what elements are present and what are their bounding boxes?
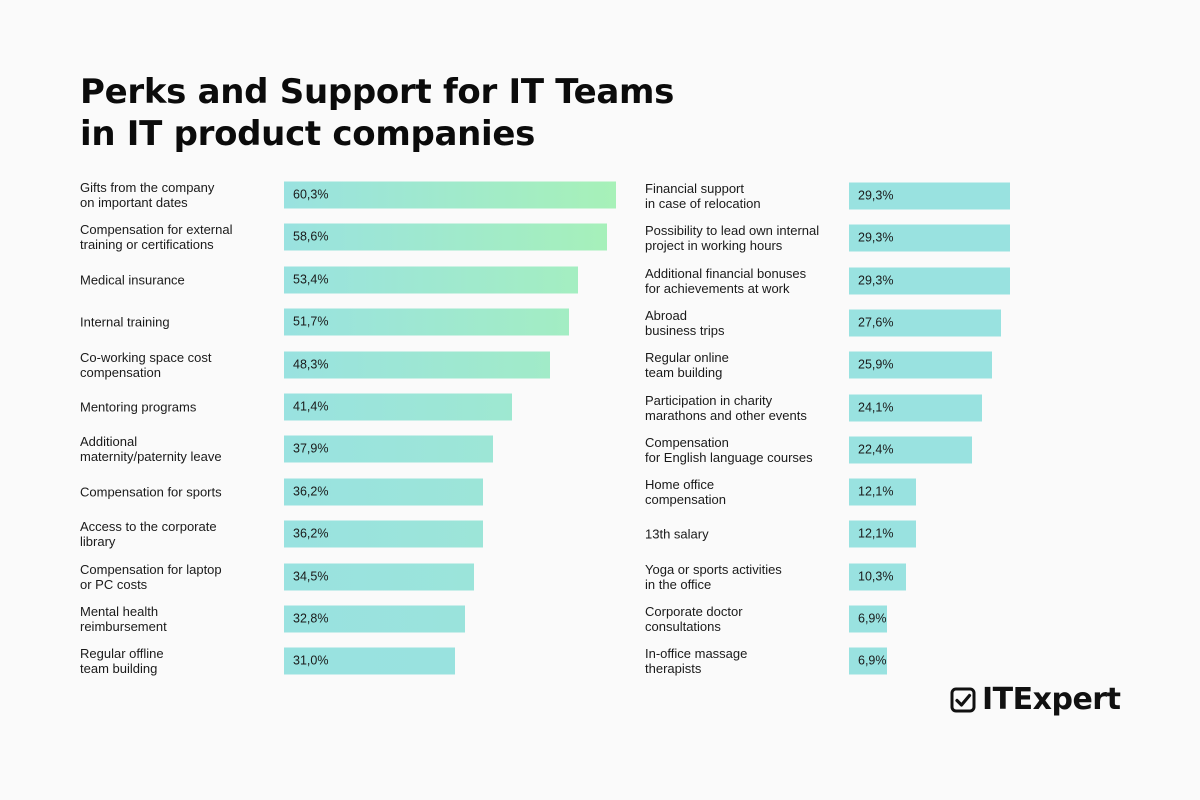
category-label: Regular online team building <box>645 350 729 381</box>
bar-value-label: 22,4% <box>858 442 894 457</box>
bar-chart-right: Financial support in case of relocation 2… <box>645 181 1011 676</box>
bar-value-label: 37,9% <box>293 441 329 456</box>
logo-text: ITExpert <box>982 682 1121 717</box>
bar <box>284 647 455 675</box>
bar <box>849 309 1001 337</box>
bar <box>284 308 569 336</box>
bar-value-label: 31,0% <box>293 653 329 668</box>
bar <box>849 520 916 548</box>
bar <box>284 393 512 421</box>
category-label: Regular offline team building <box>80 646 164 677</box>
bar <box>849 394 982 421</box>
bar-value-label: 12,1% <box>858 526 894 541</box>
category-label: In-office massage therapists <box>645 646 748 677</box>
bar <box>849 478 916 506</box>
page-title: Perks and Support for IT Teams in IT pro… <box>80 71 674 155</box>
bar <box>849 647 887 675</box>
category-label: Participation in charity marathons and o… <box>645 392 807 423</box>
bar-value-label: 32,8% <box>293 611 329 626</box>
bar-value-label: 25,9% <box>858 357 894 372</box>
bar <box>849 267 1011 295</box>
category-label: Yoga or sports activities in the office <box>645 561 782 592</box>
bar-value-label: 6,9% <box>858 611 887 626</box>
category-label: Gifts from the company on important date… <box>80 180 215 210</box>
category-label: Mental health reimbursement <box>80 604 167 634</box>
bar-value-label: 12,1% <box>858 484 894 499</box>
bar <box>849 182 1011 210</box>
category-label: Compensation for English language course… <box>645 434 813 465</box>
bar-value-label: 53,4% <box>293 272 329 287</box>
bar-value-label: 36,2% <box>293 484 329 499</box>
bar <box>849 224 1011 252</box>
bar <box>284 563 474 591</box>
category-label: 13th salary <box>645 526 709 542</box>
bar <box>284 351 550 379</box>
category-label: Compensation for sports <box>80 484 222 500</box>
bar-value-label: 29,3% <box>858 230 894 245</box>
category-label: Access to the corporate library <box>80 519 217 550</box>
bar-value-label: 29,3% <box>858 273 894 288</box>
category-label: Medical insurance <box>80 272 185 288</box>
bar <box>284 181 616 209</box>
bar-value-label: 48,3% <box>293 357 329 372</box>
bar <box>284 478 484 506</box>
bar-chart-left: Gifts from the company on important date… <box>80 180 616 677</box>
category-label: Financial support in case of relocation <box>645 181 761 211</box>
bar-value-label: 27,6% <box>858 315 894 330</box>
bar-value-label: 10,3% <box>858 569 894 584</box>
category-label: Compensation for external training or ce… <box>80 222 233 253</box>
category-label: Home office compensation <box>645 477 726 508</box>
category-label: Compensation for laptop or PC costs <box>80 561 222 592</box>
category-label: Corporate doctor consultations <box>645 604 743 634</box>
brand-logo: ITExpert <box>950 682 1121 717</box>
bar-value-label: 24,1% <box>858 400 894 414</box>
category-label: Internal training <box>80 314 170 330</box>
bar <box>284 605 465 633</box>
bar <box>284 266 578 294</box>
title-line-1: Perks and Support for IT Teams <box>80 72 675 112</box>
category-label: Additional financial bonuses for achieve… <box>645 265 807 296</box>
bar-value-label: 41,4% <box>293 399 329 414</box>
category-label: Possibility to lead own internal project… <box>645 223 820 254</box>
bar-value-label: 60,3% <box>293 187 329 202</box>
bar-value-label: 29,3% <box>858 188 894 203</box>
bar <box>849 351 992 379</box>
checkbox-check-icon <box>950 687 976 713</box>
bar <box>849 563 906 591</box>
bar-value-label: 6,9% <box>858 653 887 668</box>
bar <box>284 520 484 548</box>
bar-value-label: 51,7% <box>293 314 329 329</box>
category-label: Mentoring programs <box>80 399 197 415</box>
category-label: Co-working space cost compensation <box>80 349 212 380</box>
title-line-2: in IT product companies <box>80 114 536 154</box>
bar-value-label: 34,5% <box>293 569 329 584</box>
category-label: Additional maternity/paternity leave <box>80 434 222 465</box>
bar <box>849 605 887 633</box>
bar <box>849 436 973 464</box>
bar <box>284 223 607 251</box>
bar-value-label: 36,2% <box>293 526 329 541</box>
bar-value-label: 58,6% <box>293 229 329 244</box>
category-label: Abroad business trips <box>645 307 725 338</box>
bar <box>284 435 493 463</box>
